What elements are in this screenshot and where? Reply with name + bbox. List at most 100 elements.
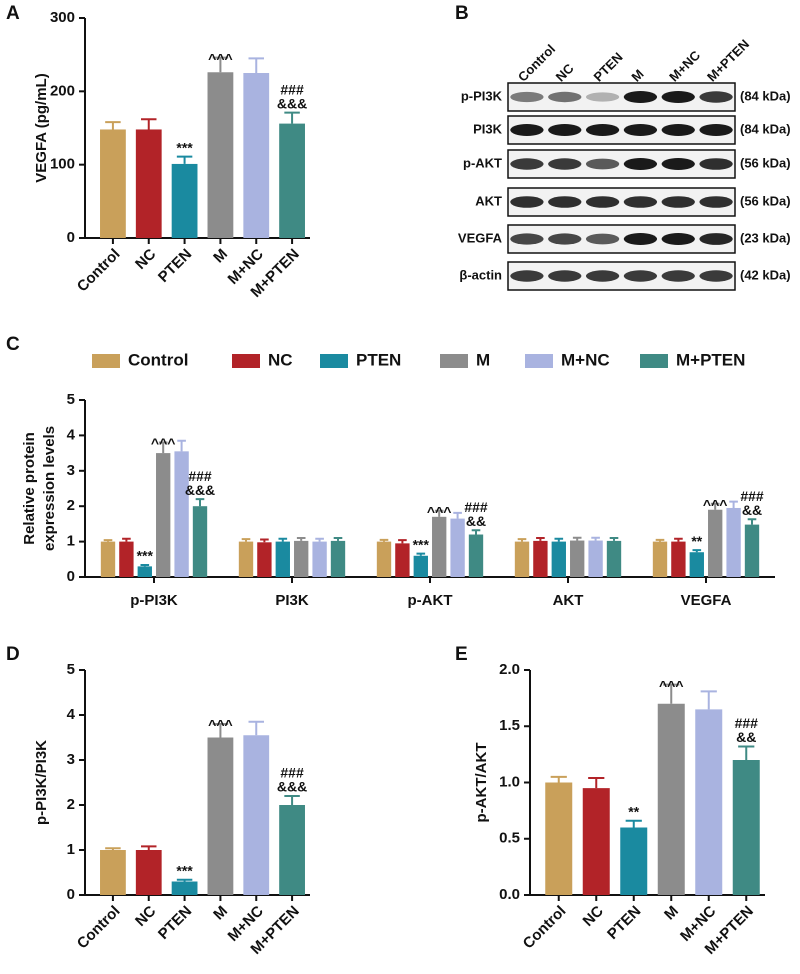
y-axis-title: expression levels — [41, 426, 58, 551]
error-bar — [398, 539, 407, 544]
blot-band — [661, 124, 695, 136]
blot-band — [585, 196, 620, 208]
bar — [119, 541, 134, 577]
blot-strip — [507, 224, 736, 254]
bar — [207, 72, 234, 239]
blot-band — [510, 196, 544, 208]
bar — [689, 552, 704, 577]
bar — [695, 709, 723, 895]
panel-label: C — [6, 334, 20, 355]
lane-label: M — [628, 66, 646, 84]
blot-band — [699, 233, 733, 245]
error-bar — [176, 878, 193, 882]
x-tick-label: p-PI3K — [130, 592, 178, 609]
bar — [100, 129, 126, 238]
x-tick-label: PTEN — [155, 903, 195, 943]
error-bar — [738, 745, 755, 760]
bar — [192, 506, 208, 577]
x-tick-label: AKT — [553, 592, 584, 609]
panel-label: B — [455, 3, 469, 24]
y-tick-label: 5 — [67, 661, 75, 678]
bar — [395, 543, 410, 577]
blot-band — [623, 91, 658, 103]
significance-label: ^^^ — [151, 435, 176, 451]
error-bar — [674, 537, 683, 542]
error-bar — [141, 845, 157, 850]
significance-label: &&& — [185, 482, 215, 498]
blot-band — [661, 196, 695, 208]
bar — [551, 541, 566, 577]
blot-band — [548, 91, 582, 103]
bar — [171, 163, 198, 238]
bar — [582, 788, 610, 895]
error-bar — [591, 536, 600, 541]
legend-swatch — [640, 354, 668, 368]
bar — [533, 540, 548, 577]
error-bar — [296, 537, 306, 541]
protein-label: VEGFA — [458, 230, 503, 245]
error-bar — [177, 439, 186, 452]
bar — [726, 507, 741, 577]
bar — [620, 827, 648, 895]
bar — [671, 541, 686, 577]
error-bar — [176, 155, 193, 164]
error-bar — [158, 441, 168, 454]
y-tick-label: 100 — [50, 156, 75, 173]
error-bar — [141, 118, 157, 130]
significance-label: && — [736, 729, 756, 745]
bar — [243, 735, 270, 895]
size-label: (84 kDa) — [740, 121, 791, 136]
y-tick-label: 4 — [67, 426, 76, 443]
blot-band — [699, 270, 733, 282]
error-bar — [105, 121, 121, 130]
bar — [545, 782, 573, 895]
error-bar — [663, 683, 680, 704]
size-label: (56 kDa) — [740, 155, 791, 170]
bar — [238, 541, 254, 577]
legend-swatch — [92, 354, 120, 368]
bar — [257, 542, 272, 577]
bar — [657, 703, 685, 895]
bar — [137, 566, 152, 577]
y-tick-label: 1.0 — [499, 773, 520, 790]
legend-label: M — [476, 350, 490, 369]
significance-label: && — [466, 513, 486, 529]
blot-band — [661, 158, 695, 170]
blot-band — [699, 196, 733, 208]
significance-label: ### — [188, 468, 212, 484]
x-tick-label: NC — [132, 246, 159, 273]
y-tick-label: 4 — [67, 706, 76, 723]
bar — [708, 509, 723, 577]
legend-swatch — [320, 354, 348, 368]
legend-swatch — [232, 354, 260, 368]
error-bar — [284, 795, 300, 805]
error-bar — [572, 536, 582, 541]
significance-label: ** — [628, 803, 639, 819]
significance-label: &&& — [277, 779, 307, 795]
bar — [432, 516, 447, 577]
blot-band — [585, 124, 620, 136]
blot-band — [548, 233, 582, 245]
blot-band — [699, 91, 733, 103]
error-bar — [700, 690, 717, 710]
bar — [100, 541, 116, 577]
protein-label: PI3K — [473, 121, 503, 136]
blot-strip — [507, 261, 736, 291]
significance-label: ### — [280, 81, 304, 97]
protein-label: AKT — [475, 193, 502, 208]
protein-label: β-actin — [459, 267, 502, 282]
error-bar — [284, 111, 300, 124]
error-bar — [416, 552, 426, 556]
size-label: (84 kDa) — [740, 88, 791, 103]
x-tick-label: PTEN — [155, 246, 195, 286]
x-tick-label: Control — [74, 903, 124, 953]
y-tick-label: 3 — [67, 751, 75, 768]
blot-strip — [507, 115, 736, 145]
y-tick-label: 3 — [67, 462, 75, 479]
blot-band — [661, 270, 695, 282]
error-bar — [241, 538, 251, 542]
blot-strip — [507, 149, 736, 179]
significance-label: &&& — [277, 95, 307, 111]
blot-band — [699, 124, 733, 136]
